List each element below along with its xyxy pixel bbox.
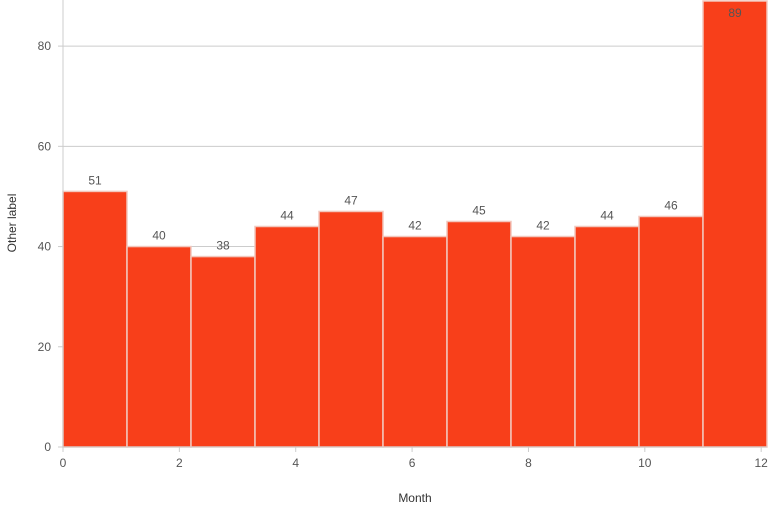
bar[interactable] — [254, 225, 320, 448]
bar-value-label: 44 — [600, 209, 614, 223]
y-tick-label: 80 — [38, 39, 52, 53]
bar[interactable] — [446, 220, 512, 448]
y-axis-label: Other label — [5, 194, 19, 253]
y-tick-label: 40 — [38, 240, 52, 254]
bar[interactable] — [382, 235, 448, 448]
x-tick-label: 4 — [292, 456, 299, 470]
bar[interactable] — [62, 190, 128, 448]
x-ticks: 0 2 4 6 8 10 12 — [60, 447, 768, 470]
x-axis-label: Month — [398, 491, 431, 505]
y-tick-label: 60 — [38, 139, 52, 153]
y-tick-label: 0 — [44, 440, 51, 454]
bar-value-label: 45 — [472, 203, 486, 217]
bar[interactable] — [318, 210, 384, 448]
x-tick-label: 8 — [525, 456, 532, 470]
x-tick-label: 0 — [60, 456, 67, 470]
bar[interactable] — [702, 0, 768, 448]
y-ticks: 0 20 40 60 80 — [38, 39, 63, 454]
x-tick-label: 2 — [176, 456, 183, 470]
bar-value-label: 89 — [728, 6, 742, 20]
x-tick-label: 12 — [755, 456, 768, 470]
bar-value-label: 44 — [280, 209, 294, 223]
x-tick-label: 6 — [409, 456, 416, 470]
bar[interactable] — [574, 225, 640, 448]
bar-value-label: 40 — [152, 229, 166, 243]
x-tick-label: 10 — [638, 456, 652, 470]
bar[interactable] — [510, 235, 576, 448]
bar-value-label: 47 — [344, 193, 358, 207]
bars-group — [62, 0, 768, 448]
bar-value-label: 38 — [216, 239, 230, 253]
bar-value-label: 42 — [536, 219, 550, 233]
y-tick-label: 20 — [38, 340, 52, 354]
bar[interactable] — [190, 255, 256, 448]
bar-value-label: 46 — [664, 198, 678, 212]
bar-value-label: 42 — [408, 219, 422, 233]
bar-value-label: 51 — [88, 173, 102, 187]
bar[interactable] — [638, 215, 704, 448]
bar[interactable] — [126, 245, 192, 448]
axes — [62, 0, 767, 448]
bar-labels: 51 40 38 44 47 42 45 42 44 46 89 — [88, 6, 742, 253]
